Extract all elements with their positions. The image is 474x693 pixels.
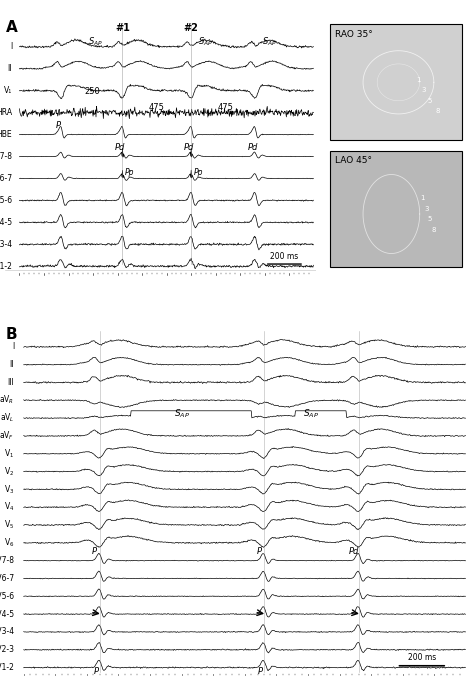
Text: 3: 3 <box>425 206 429 212</box>
Text: 3: 3 <box>422 87 426 94</box>
Text: P: P <box>258 667 263 676</box>
Text: V$_3$: V$_3$ <box>4 483 14 495</box>
Text: 8: 8 <box>432 227 436 233</box>
Text: LV1-2: LV1-2 <box>0 262 12 271</box>
Text: 5: 5 <box>428 216 432 222</box>
Text: aV$_R$: aV$_R$ <box>0 394 14 407</box>
Text: S$_{AP}$: S$_{AP}$ <box>303 407 319 420</box>
Text: I: I <box>12 342 14 351</box>
Text: II: II <box>8 64 12 73</box>
Text: LV3-4: LV3-4 <box>0 627 14 636</box>
Text: 200 ms: 200 ms <box>408 653 436 662</box>
Text: RAO 35°: RAO 35° <box>335 30 373 39</box>
Text: aV$_L$: aV$_L$ <box>0 412 14 424</box>
Text: Pp: Pp <box>125 168 135 177</box>
Text: LV4-5: LV4-5 <box>0 218 12 227</box>
Text: 475: 475 <box>149 103 165 112</box>
Text: LV7-8: LV7-8 <box>0 152 12 161</box>
Text: V$_4$: V$_4$ <box>4 501 14 514</box>
Text: P: P <box>92 547 97 556</box>
Text: LV3-4: LV3-4 <box>0 240 12 249</box>
Text: V$_5$: V$_5$ <box>4 519 14 532</box>
Text: III: III <box>8 378 14 387</box>
Text: HBE: HBE <box>0 130 12 139</box>
Text: II: II <box>10 360 14 369</box>
Text: 1: 1 <box>416 77 420 82</box>
Text: A: A <box>6 21 18 35</box>
Text: B: B <box>6 327 18 342</box>
Text: LV6-7: LV6-7 <box>0 174 12 183</box>
Text: Pd: Pd <box>348 547 359 556</box>
Text: 250: 250 <box>84 87 100 96</box>
Text: V$_2$: V$_2$ <box>4 465 14 477</box>
Text: 5: 5 <box>428 98 432 104</box>
Text: LV5-6: LV5-6 <box>0 592 14 601</box>
Text: P: P <box>56 121 61 130</box>
Text: V$_1$: V$_1$ <box>4 448 14 460</box>
Text: S$_{AP}$: S$_{AP}$ <box>199 35 213 48</box>
Text: LV7-8: LV7-8 <box>0 556 14 565</box>
Text: I: I <box>10 42 12 51</box>
Text: Pd: Pd <box>247 143 258 152</box>
Text: P: P <box>256 547 261 556</box>
Text: #1: #1 <box>115 24 130 33</box>
Text: 475: 475 <box>218 103 234 112</box>
Text: S$_{AP}$: S$_{AP}$ <box>174 407 190 420</box>
Text: Pd: Pd <box>115 143 125 152</box>
Text: 200 ms: 200 ms <box>270 252 299 261</box>
Text: V$_6$: V$_6$ <box>4 536 14 549</box>
Text: #2: #2 <box>184 24 199 33</box>
Text: aV$_F$: aV$_F$ <box>0 430 14 442</box>
Text: LV2-3: LV2-3 <box>0 645 14 654</box>
Text: P: P <box>94 667 99 676</box>
Text: LV1-2: LV1-2 <box>0 663 14 672</box>
Text: HRA: HRA <box>0 108 12 117</box>
Text: LV6-7: LV6-7 <box>0 574 14 583</box>
Text: LAO 45°: LAO 45° <box>335 156 372 165</box>
Text: LV5-6: LV5-6 <box>0 196 12 205</box>
Text: S$_{AP}$: S$_{AP}$ <box>262 35 277 48</box>
Text: 8: 8 <box>436 108 440 114</box>
Text: S$_{AP}$: S$_{AP}$ <box>88 35 103 48</box>
Text: LV4-5: LV4-5 <box>0 610 14 619</box>
Text: Pp: Pp <box>194 168 203 177</box>
Text: 1: 1 <box>420 195 425 201</box>
Text: Pd: Pd <box>183 143 194 152</box>
FancyBboxPatch shape <box>330 24 462 140</box>
Text: V₁: V₁ <box>4 86 12 95</box>
FancyBboxPatch shape <box>330 151 462 267</box>
